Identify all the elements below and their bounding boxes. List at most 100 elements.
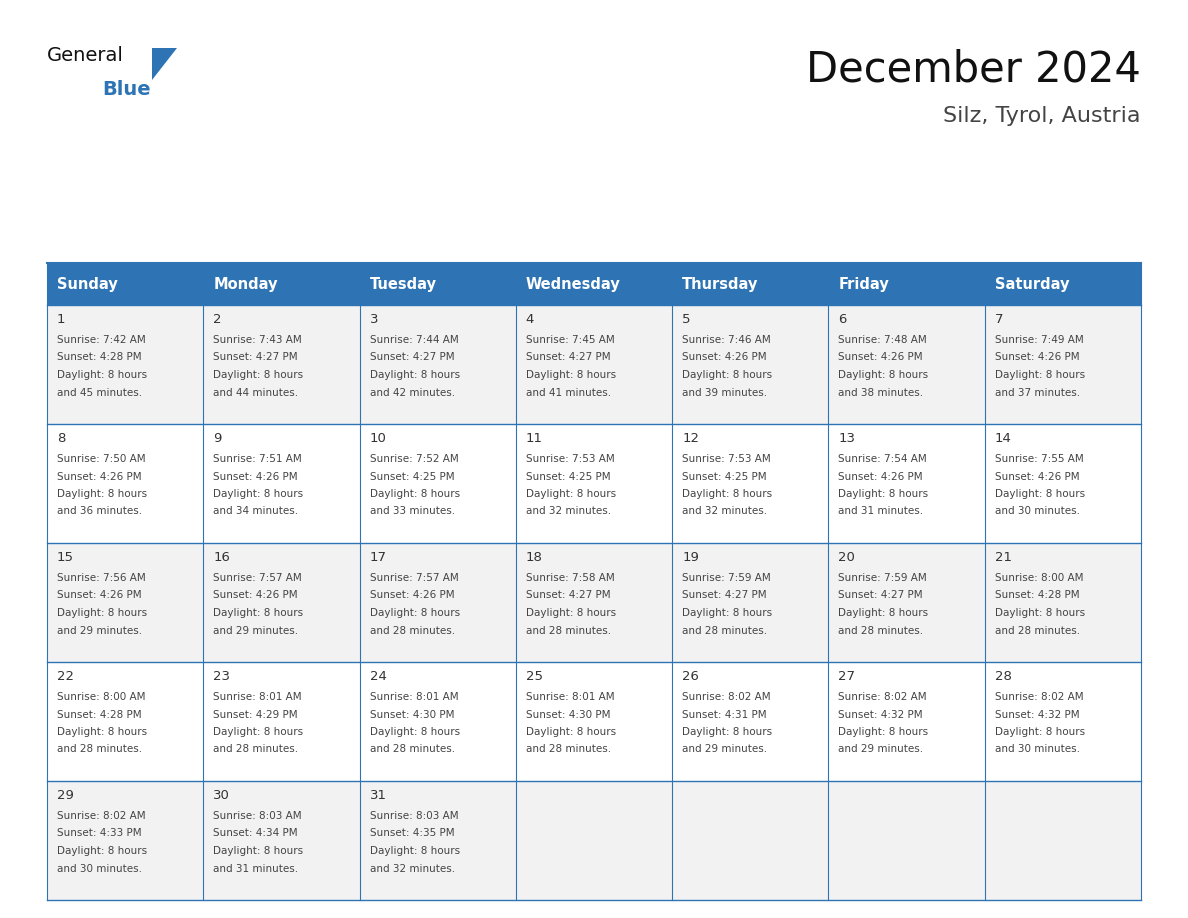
Text: Blue: Blue [102,80,151,99]
Bar [828,662,985,781]
Text: and 30 minutes.: and 30 minutes. [57,864,143,874]
Text: Daylight: 8 hours: Daylight: 8 hours [526,608,617,618]
Text: 6: 6 [839,313,847,326]
Text: Sunrise: 8:01 AM: Sunrise: 8:01 AM [369,692,459,702]
Text: and 28 minutes.: and 28 minutes. [214,744,298,755]
Text: Daylight: 8 hours: Daylight: 8 hours [994,370,1085,380]
Bar [360,424,516,543]
Text: and 28 minutes.: and 28 minutes. [682,625,767,635]
Text: and 34 minutes.: and 34 minutes. [214,507,298,517]
Bar [48,424,203,543]
Bar [985,662,1140,781]
Text: Daylight: 8 hours: Daylight: 8 hours [369,370,460,380]
Text: 17: 17 [369,551,386,564]
Text: and 44 minutes.: and 44 minutes. [214,387,298,397]
Bar [203,543,360,662]
Text: Sunset: 4:32 PM: Sunset: 4:32 PM [994,710,1080,720]
Text: and 28 minutes.: and 28 minutes. [57,744,143,755]
Text: 14: 14 [994,432,1012,445]
Text: Sunrise: 7:51 AM: Sunrise: 7:51 AM [214,454,302,464]
Bar [672,263,828,305]
Text: 26: 26 [682,670,699,683]
Bar [360,305,516,424]
Text: Sunset: 4:26 PM: Sunset: 4:26 PM [57,472,141,482]
Text: and 29 minutes.: and 29 minutes. [682,744,767,755]
Text: Daylight: 8 hours: Daylight: 8 hours [682,370,772,380]
Text: Daylight: 8 hours: Daylight: 8 hours [214,489,303,499]
Text: Daylight: 8 hours: Daylight: 8 hours [994,608,1085,618]
Text: Sunset: 4:27 PM: Sunset: 4:27 PM [214,353,298,363]
Text: Sunrise: 7:46 AM: Sunrise: 7:46 AM [682,335,771,345]
Text: 27: 27 [839,670,855,683]
Bar [360,263,516,305]
Text: Sunset: 4:26 PM: Sunset: 4:26 PM [369,590,454,600]
Text: Daylight: 8 hours: Daylight: 8 hours [57,489,147,499]
Text: 19: 19 [682,551,699,564]
Text: and 28 minutes.: and 28 minutes. [526,625,611,635]
Text: Sunrise: 7:45 AM: Sunrise: 7:45 AM [526,335,614,345]
Text: Sunrise: 7:53 AM: Sunrise: 7:53 AM [682,454,771,464]
Text: Daylight: 8 hours: Daylight: 8 hours [839,608,929,618]
Text: and 31 minutes.: and 31 minutes. [214,864,298,874]
Text: Sunrise: 8:01 AM: Sunrise: 8:01 AM [526,692,614,702]
Bar [360,662,516,781]
Text: and 32 minutes.: and 32 minutes. [369,864,455,874]
Text: Sunset: 4:27 PM: Sunset: 4:27 PM [526,353,611,363]
Text: Sunrise: 7:59 AM: Sunrise: 7:59 AM [839,573,927,583]
Text: December 2024: December 2024 [807,48,1140,90]
Text: Sunset: 4:30 PM: Sunset: 4:30 PM [369,710,454,720]
Text: Sunrise: 8:02 AM: Sunrise: 8:02 AM [994,692,1083,702]
Text: Sunset: 4:33 PM: Sunset: 4:33 PM [57,829,141,838]
Text: Sunrise: 8:02 AM: Sunrise: 8:02 AM [57,811,146,821]
Text: Sunset: 4:27 PM: Sunset: 4:27 PM [526,590,611,600]
Bar [828,263,985,305]
Text: 7: 7 [994,313,1003,326]
Text: Daylight: 8 hours: Daylight: 8 hours [526,727,617,737]
Text: Thursday: Thursday [682,276,758,292]
Text: Sunrise: 7:48 AM: Sunrise: 7:48 AM [839,335,927,345]
Text: 29: 29 [57,789,74,802]
Text: Sunset: 4:26 PM: Sunset: 4:26 PM [994,353,1080,363]
Text: Sunset: 4:28 PM: Sunset: 4:28 PM [994,590,1080,600]
Text: and 30 minutes.: and 30 minutes. [994,744,1080,755]
Text: Daylight: 8 hours: Daylight: 8 hours [839,370,929,380]
Text: Daylight: 8 hours: Daylight: 8 hours [682,608,772,618]
Text: and 42 minutes.: and 42 minutes. [369,387,455,397]
Text: Daylight: 8 hours: Daylight: 8 hours [214,727,303,737]
Text: Sunset: 4:26 PM: Sunset: 4:26 PM [682,353,766,363]
Bar [360,543,516,662]
Text: and 28 minutes.: and 28 minutes. [994,625,1080,635]
Text: Sunrise: 8:02 AM: Sunrise: 8:02 AM [682,692,771,702]
Text: General: General [48,46,124,65]
Text: 20: 20 [839,551,855,564]
Text: Daylight: 8 hours: Daylight: 8 hours [526,370,617,380]
Text: Sunrise: 7:53 AM: Sunrise: 7:53 AM [526,454,614,464]
Text: Daylight: 8 hours: Daylight: 8 hours [214,370,303,380]
Text: 4: 4 [526,313,535,326]
Bar [985,543,1140,662]
Text: and 37 minutes.: and 37 minutes. [994,387,1080,397]
Bar [672,424,828,543]
Text: and 38 minutes.: and 38 minutes. [839,387,923,397]
Bar [48,305,203,424]
Bar [48,543,203,662]
Bar [48,263,203,305]
Bar [48,781,203,900]
Bar [985,305,1140,424]
Text: and 32 minutes.: and 32 minutes. [682,507,767,517]
Text: Daylight: 8 hours: Daylight: 8 hours [57,608,147,618]
Bar [828,305,985,424]
Text: 5: 5 [682,313,690,326]
Text: and 29 minutes.: and 29 minutes. [214,625,298,635]
Text: Sunset: 4:28 PM: Sunset: 4:28 PM [57,710,141,720]
Text: 3: 3 [369,313,378,326]
Text: Sunset: 4:30 PM: Sunset: 4:30 PM [526,710,611,720]
Text: 10: 10 [369,432,386,445]
Bar [672,781,828,900]
Text: Silz, Tyrol, Austria: Silz, Tyrol, Austria [943,106,1140,126]
Text: 18: 18 [526,551,543,564]
Text: Sunrise: 8:03 AM: Sunrise: 8:03 AM [214,811,302,821]
Text: Sunrise: 7:52 AM: Sunrise: 7:52 AM [369,454,459,464]
Text: Sunrise: 7:49 AM: Sunrise: 7:49 AM [994,335,1083,345]
Text: Daylight: 8 hours: Daylight: 8 hours [526,489,617,499]
